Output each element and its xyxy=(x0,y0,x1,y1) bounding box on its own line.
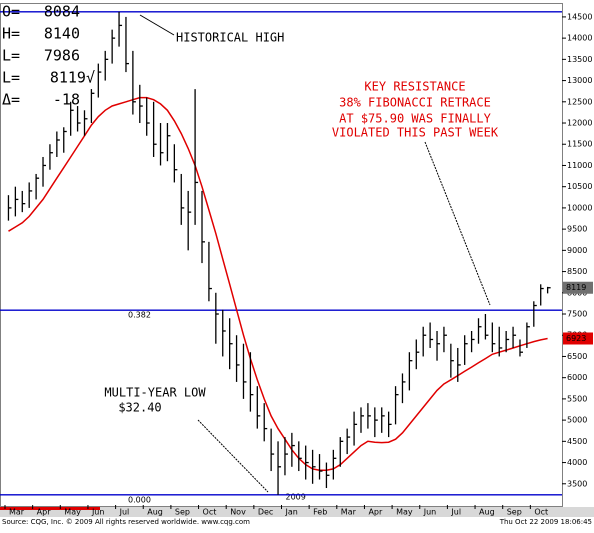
y-tick-label: 6000 xyxy=(567,373,587,382)
x-tick-label: Sep xyxy=(175,508,190,517)
x-axis-stripe xyxy=(0,507,100,510)
info-label: L= xyxy=(2,69,20,87)
annotation: HISTORICAL HIGH xyxy=(176,31,284,45)
y-tick-label: 5000 xyxy=(567,416,587,425)
info-label: H= xyxy=(2,25,20,43)
info-value: 8140 xyxy=(44,25,80,43)
y-tick-label: 13500 xyxy=(567,55,592,64)
x-tick-label: Jul xyxy=(119,508,130,517)
info-value: 7986 xyxy=(44,47,80,65)
h-line-label: 0.382 xyxy=(128,311,151,320)
y-tick-label: 3500 xyxy=(567,479,587,488)
price-box xyxy=(563,332,593,345)
x-tick-label: Jun xyxy=(423,508,437,517)
footer-source: Source: CQG, Inc. © 2009 All rights rese… xyxy=(2,518,250,526)
price-label: 8119 xyxy=(566,283,586,292)
y-tick-label: 12500 xyxy=(567,97,592,106)
annotation: 38% FIBONACCI RETRACE xyxy=(339,96,491,110)
annotation: KEY RESISTANCE xyxy=(364,80,465,94)
y-tick-label: 9000 xyxy=(567,246,587,255)
x-tick-label: Dec xyxy=(258,508,273,517)
y-tick-label: 5500 xyxy=(567,394,587,403)
x-tick-label: Nov xyxy=(230,508,246,517)
x-tick-label: Aug xyxy=(147,508,163,517)
annotation: $32.40 xyxy=(118,401,161,415)
y-tick-label: 6500 xyxy=(567,352,587,361)
arrow xyxy=(424,141,491,306)
x-tick-label: May xyxy=(64,508,81,517)
y-tick-label: 10500 xyxy=(567,182,592,191)
annotation: VIOLATED THIS PAST WEEK xyxy=(332,126,499,140)
price-box xyxy=(563,281,593,294)
y-tick-label: 10000 xyxy=(567,203,592,212)
x-tick-label: Apr xyxy=(37,508,52,517)
annotation: MULTI-YEAR LOW xyxy=(104,386,206,400)
y-tick-label: 12000 xyxy=(567,119,592,128)
y-tick-label: 11000 xyxy=(567,161,592,170)
x-tick-label: Oct xyxy=(534,508,548,517)
x-tick-label: Feb xyxy=(313,508,327,517)
x-tick-label: Oct xyxy=(203,508,217,517)
info-value: -18 xyxy=(53,91,80,109)
y-tick-label: 14000 xyxy=(567,34,592,43)
x-tick-label: Jun xyxy=(91,508,105,517)
y-tick-label: 9500 xyxy=(567,225,587,234)
x-tick-label: Apr xyxy=(368,508,383,517)
annotation: AT $75.90 WAS FINALLY xyxy=(339,112,491,126)
y-tick-label: 4000 xyxy=(567,458,587,467)
y-tick-label: 4500 xyxy=(567,437,587,446)
price-label: 6923 xyxy=(566,334,586,343)
info-label: Δ= xyxy=(2,91,20,109)
info-value: 8084 xyxy=(44,3,80,21)
x-axis-band xyxy=(0,507,594,517)
y-tick-label: 11500 xyxy=(567,140,592,149)
x-tick-label: Jan xyxy=(285,508,298,517)
x-tick-label: May xyxy=(396,508,413,517)
y-tick-label: 8500 xyxy=(567,267,587,276)
y-tick-label: 13000 xyxy=(567,76,592,85)
y-tick-label: 7500 xyxy=(567,310,587,319)
x-tick-label: Sep xyxy=(507,508,522,517)
x-tick-label: Mar xyxy=(9,508,25,517)
year-label: 2009 xyxy=(286,493,306,502)
x-tick-label: Jul xyxy=(450,508,461,517)
h-line-label: 0.000 xyxy=(128,495,151,504)
info-value: 8119√ xyxy=(50,69,95,87)
info-label: O= xyxy=(2,3,20,21)
arrow xyxy=(139,14,175,36)
arrow xyxy=(197,419,269,493)
info-label: L= xyxy=(2,47,20,65)
footer-timestamp: Thu Oct 22 2009 18:06:45 xyxy=(499,518,592,526)
x-tick-label: Aug xyxy=(479,508,495,517)
y-tick-label: 14500 xyxy=(567,12,592,21)
x-tick-label: Mar xyxy=(341,508,357,517)
